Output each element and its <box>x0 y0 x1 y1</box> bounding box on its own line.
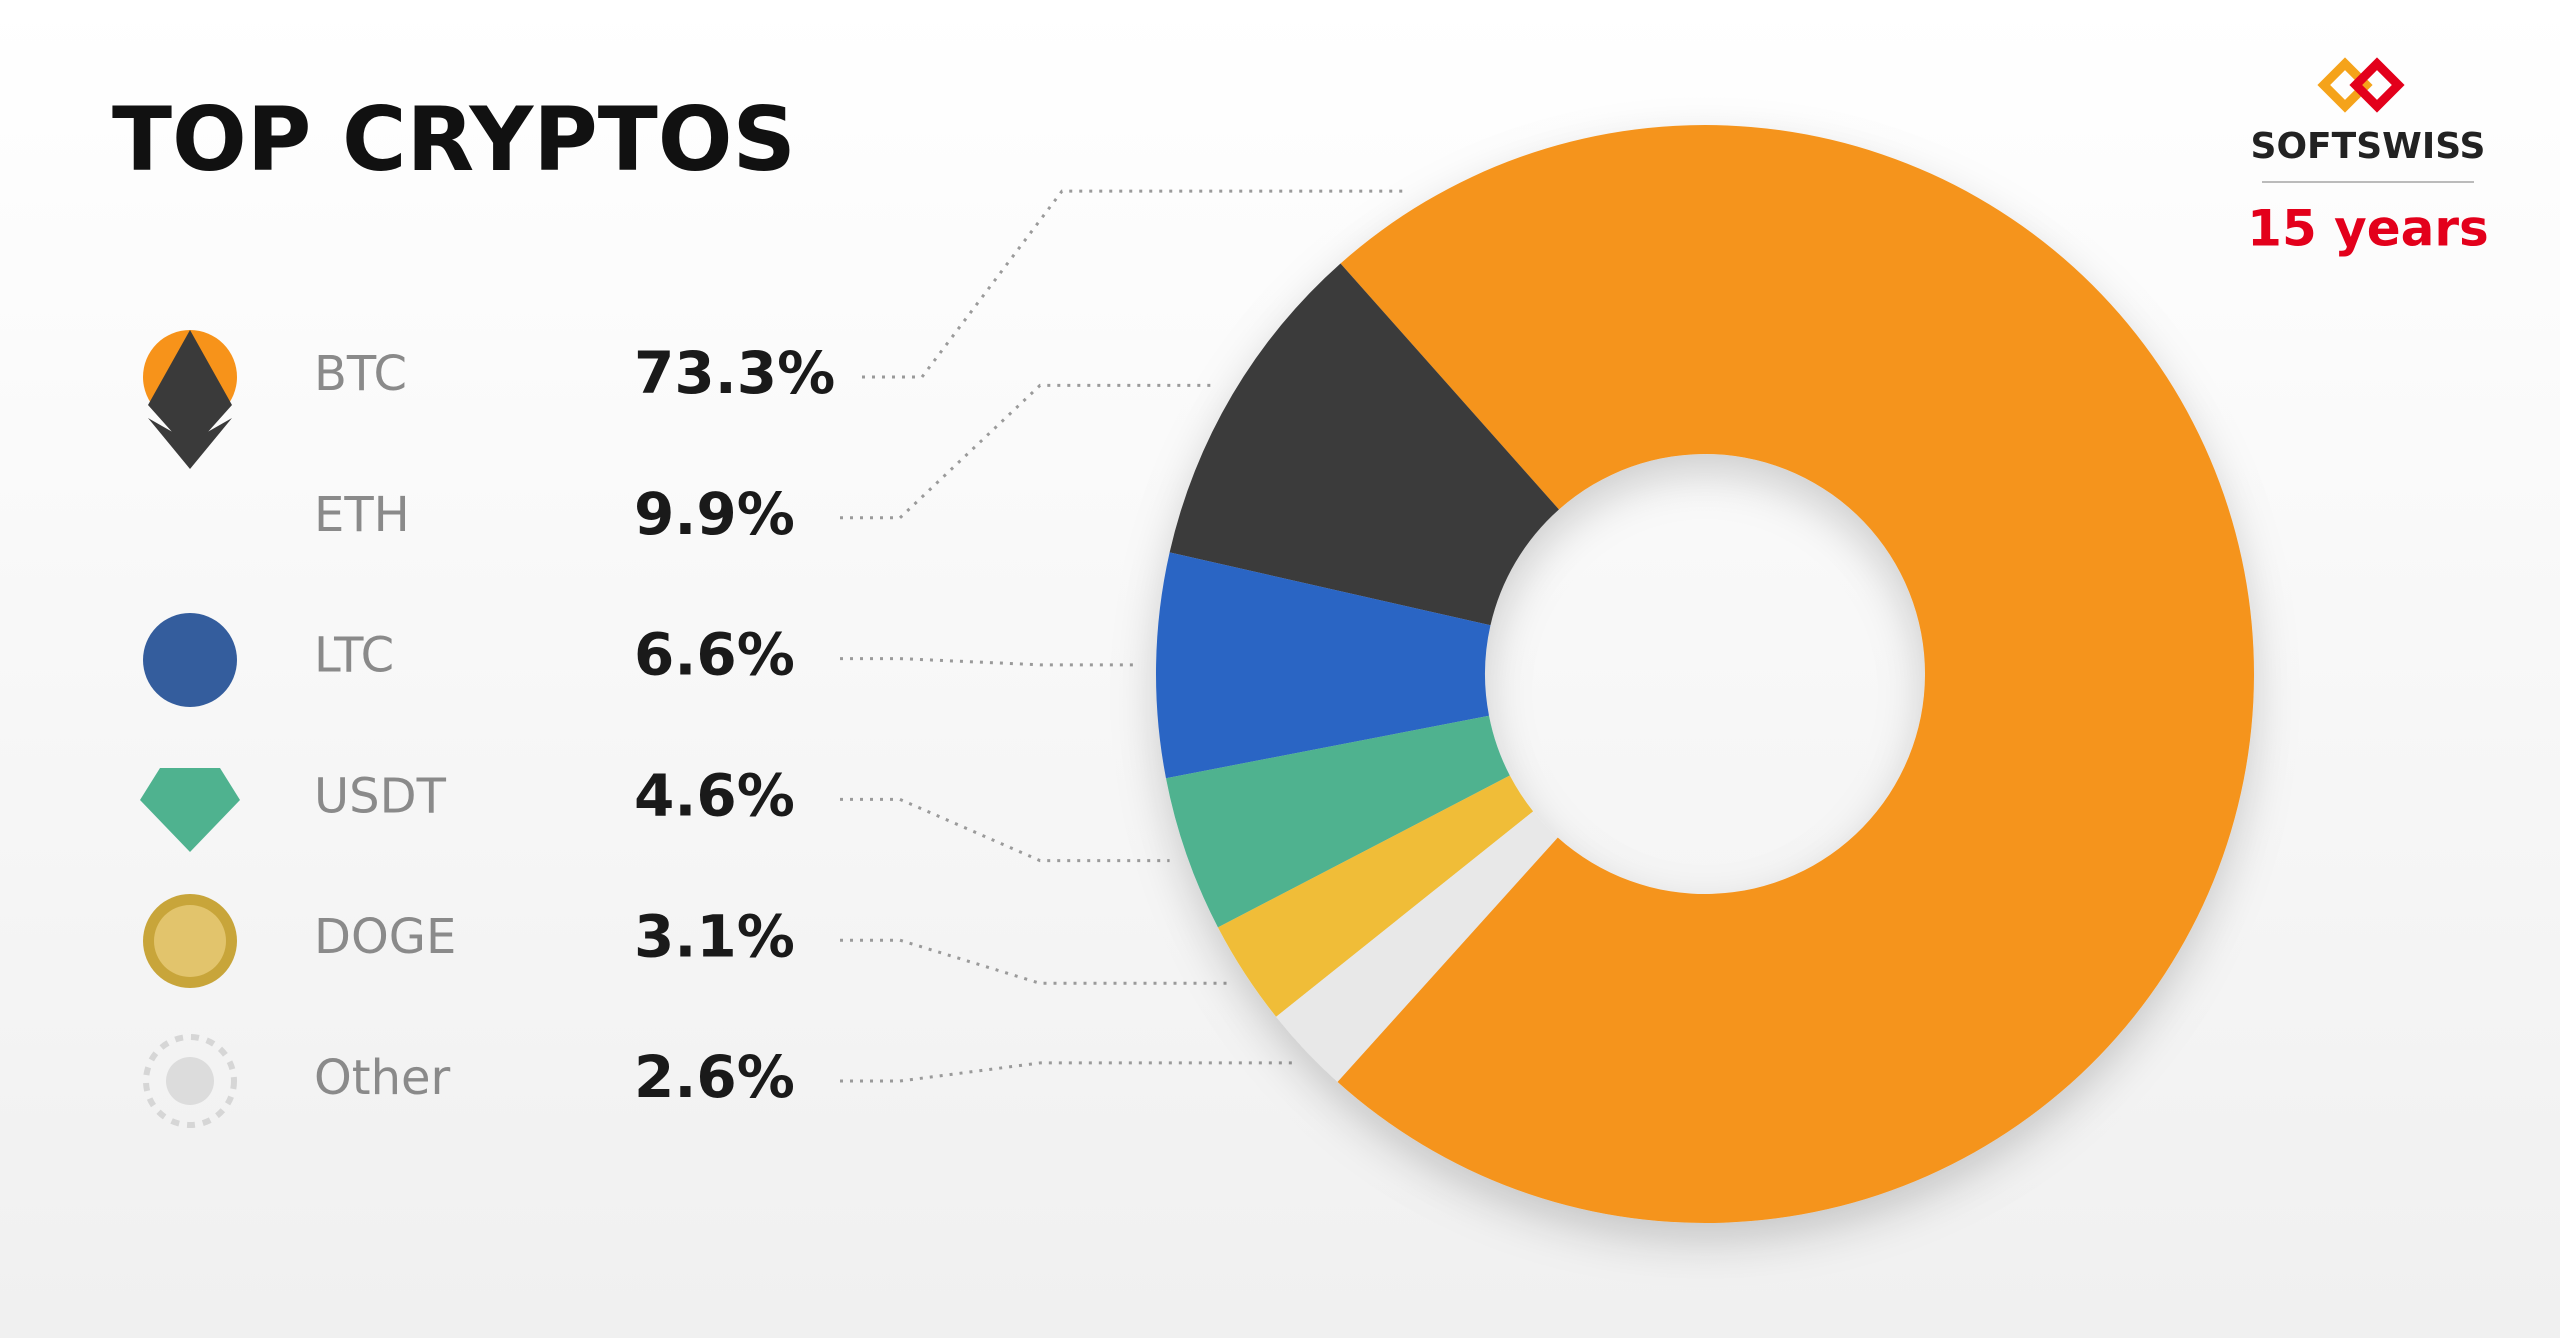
usdt-icon <box>140 768 240 852</box>
legend-label: USDT <box>314 768 447 824</box>
legend-label: BTC <box>314 346 407 402</box>
value-label: 9.9% <box>634 480 795 548</box>
logo-tagline: 15 years <box>2247 200 2489 258</box>
slice <box>1169 263 1559 626</box>
other-icon-inner <box>166 1057 214 1105</box>
value-label: 6.6% <box>634 621 795 689</box>
leader-line <box>862 189 1408 379</box>
ltc-icon <box>143 613 237 707</box>
slice <box>1337 125 2254 1224</box>
slice <box>1276 811 1558 1082</box>
legend-label: DOGE <box>314 909 456 965</box>
legend-label: ETH <box>314 487 410 543</box>
value-label: 2.6% <box>634 1043 795 1111</box>
slice <box>1165 715 1510 928</box>
logo-mark <box>2349 57 2405 113</box>
donut <box>1156 125 2254 1224</box>
eth-icon <box>148 330 232 469</box>
leader-line <box>840 797 1170 863</box>
value-label: 73.3% <box>634 339 835 407</box>
slice <box>1156 552 1491 779</box>
leader-line <box>840 1061 1293 1083</box>
leader-line <box>840 383 1217 520</box>
leader-line <box>840 657 1139 667</box>
slice <box>1217 775 1534 1017</box>
leader-lines <box>840 189 1408 1083</box>
value-label: 4.6% <box>634 762 795 830</box>
logo: SOFTSWISS 15 years <box>2247 57 2489 258</box>
chart-title: TOP CRYPTOS <box>112 88 796 191</box>
legend-label: LTC <box>314 628 394 684</box>
logo-name: SOFTSWISS <box>2251 126 2486 167</box>
value-label: 3.1% <box>634 902 795 970</box>
logo-mark <box>2317 57 2373 113</box>
legend-label: Other <box>314 1050 451 1106</box>
icons <box>140 330 240 1128</box>
leader-line <box>840 938 1230 985</box>
other-icon <box>143 1034 237 1128</box>
doge-icon-inner <box>154 905 226 977</box>
